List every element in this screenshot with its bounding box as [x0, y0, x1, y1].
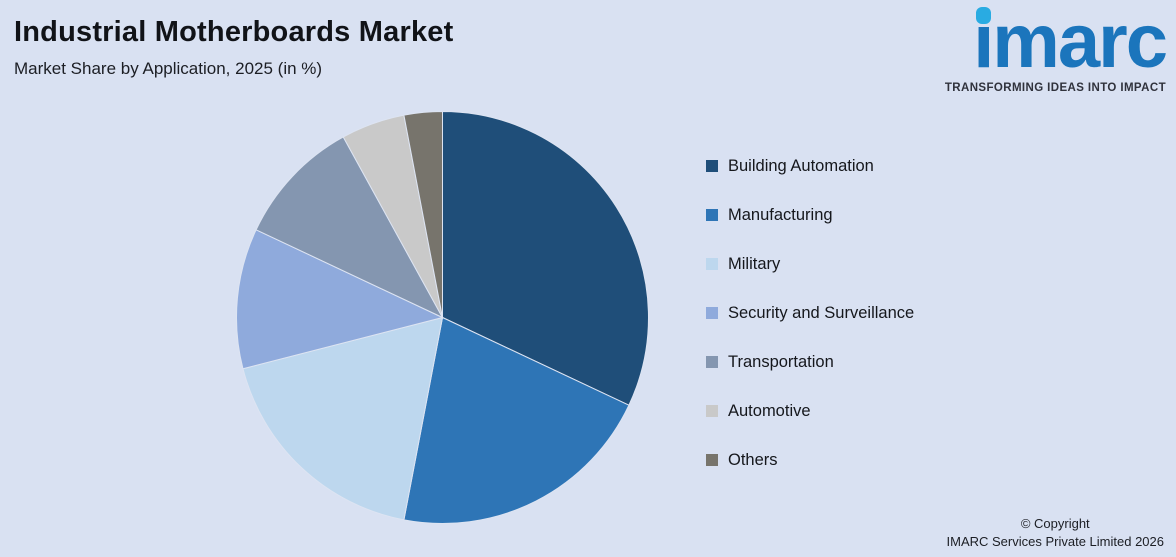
imarc-logo: imarc TRANSFORMING IDEAS INTO IMPACT [944, 4, 1168, 95]
legend-swatch-icon [706, 258, 718, 270]
legend-item-building-automation: Building Automation [706, 155, 914, 177]
legend-label: Automotive [728, 401, 811, 420]
pie-slice-manufacturing [403, 316, 630, 524]
legend-label: Others [728, 450, 778, 469]
logo-wordmark: imarc [973, 0, 1168, 84]
pie-slice-security-and-surveillance [236, 229, 444, 370]
header: Industrial Motherboards Market Market Sh… [14, 16, 453, 79]
pie-slice-building-automation [442, 110, 649, 406]
legend-label: Military [728, 254, 781, 273]
chart-subtitle: Market Share by Application, 2025 (in %) [14, 59, 323, 78]
legend-swatch-icon [706, 160, 718, 172]
logo-wordmark-wrap: imarc [973, 4, 1168, 80]
legend-swatch-icon [706, 307, 718, 319]
legend-item-transportation: Transportation [706, 351, 914, 373]
legend-label: Building Automation [728, 156, 874, 175]
page-title: Industrial Motherboards Market [14, 16, 454, 48]
pie-slice-military [242, 316, 444, 521]
legend-swatch-icon [706, 405, 718, 417]
legend-item-automotive: Automotive [706, 400, 914, 422]
logo-dot-icon [976, 7, 992, 24]
legend-label: Transportation [728, 352, 834, 371]
legend-swatch-icon [706, 356, 718, 368]
legend-label: Security and Surveillance [728, 303, 915, 322]
copyright-line2: IMARC Services Private Limited 2026 [946, 533, 1164, 549]
legend-item-manufacturing: Manufacturing [706, 204, 914, 226]
pie-chart-area [230, 105, 655, 530]
pie-chart [236, 110, 649, 524]
legend-swatch-icon [706, 209, 718, 221]
chart-legend: Building Automation Manufacturing Military… [706, 155, 914, 498]
pie-slice-transportation [255, 136, 444, 319]
legend-item-military: Military [706, 253, 914, 275]
legend-item-others: Others [706, 449, 914, 471]
legend-label: Manufacturing [728, 205, 833, 224]
copyright: © Copyright IMARC Services Private Limit… [947, 515, 1164, 551]
logo-tagline: TRANSFORMING IDEAS INTO IMPACT [944, 82, 1166, 94]
pie-slice-others [403, 110, 443, 318]
legend-swatch-icon [706, 454, 718, 466]
legend-item-security-and-surveillance: Security and Surveillance [706, 302, 914, 324]
copyright-line1: © Copyright [1020, 515, 1090, 531]
